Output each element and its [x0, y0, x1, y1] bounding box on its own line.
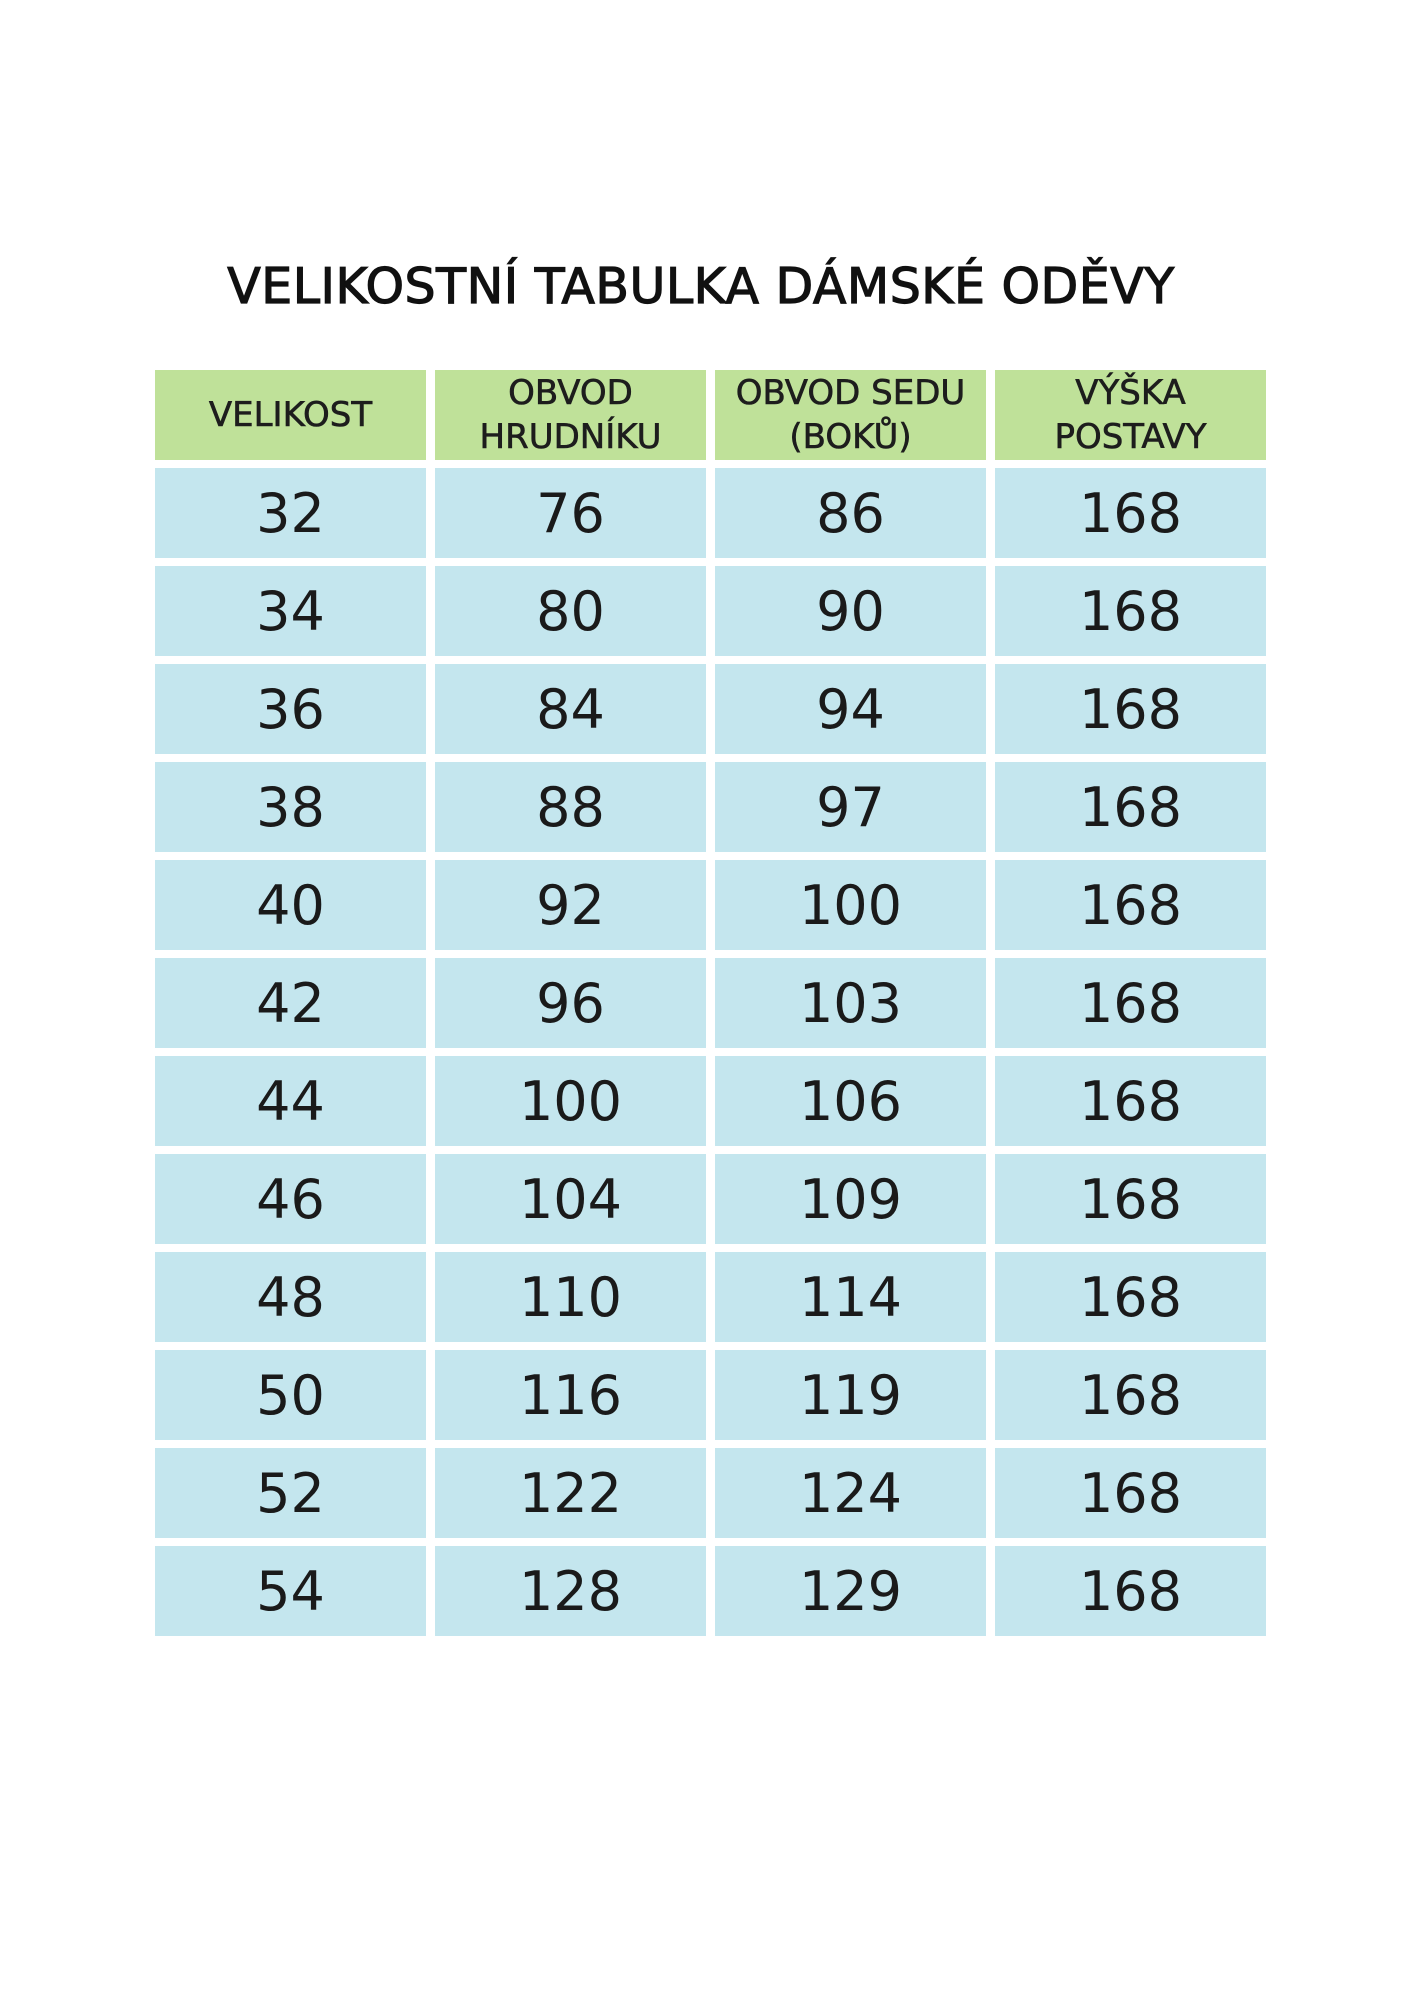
header-label: HRUDNÍKU: [479, 417, 662, 458]
table-cell: 54: [155, 1546, 426, 1636]
page-title: VELIKOSTNÍ TABULKA DÁMSKÉ ODĚVY: [227, 257, 1175, 315]
table-cell: 168: [995, 1546, 1266, 1636]
table-cell: 129: [715, 1546, 986, 1636]
table-cell: 114: [715, 1252, 986, 1342]
table-row: 44 100 106 168: [155, 1056, 1266, 1146]
table-cell: 76: [435, 468, 706, 558]
table-cell: 168: [995, 468, 1266, 558]
table-cell: 168: [995, 566, 1266, 656]
table-cell: 32: [155, 468, 426, 558]
table-cell: 40: [155, 860, 426, 950]
table-body: 32 76 86 168 34 80 90 168 36 84 94 168 38 88 97 168 40 92…: [155, 468, 1266, 1636]
table-cell: 106: [715, 1056, 986, 1146]
table-cell: 84: [435, 664, 706, 754]
table-cell: 90: [715, 566, 986, 656]
table-row: 40 92 100 168: [155, 860, 1266, 950]
table-cell: 38: [155, 762, 426, 852]
table-cell: 168: [995, 1448, 1266, 1538]
header-vyska-postavy: VÝŠKA POSTAVY: [995, 370, 1266, 460]
table-cell: 168: [995, 860, 1266, 950]
table-cell: 46: [155, 1154, 426, 1244]
table-cell: 103: [715, 958, 986, 1048]
table-cell: 97: [715, 762, 986, 852]
table-row: 52 122 124 168: [155, 1448, 1266, 1538]
table-cell: 96: [435, 958, 706, 1048]
table-cell: 104: [435, 1154, 706, 1244]
header-obvod-sedu: OBVOD SEDU (BOKŮ): [715, 370, 986, 460]
table-row: 36 84 94 168: [155, 664, 1266, 754]
header-obvod-hrudniku: OBVOD HRUDNÍKU: [435, 370, 706, 460]
table-cell: 168: [995, 1056, 1266, 1146]
header-label: VELIKOST: [208, 395, 373, 436]
table-cell: 119: [715, 1350, 986, 1440]
table-cell: 122: [435, 1448, 706, 1538]
header-label: POSTAVY: [1054, 417, 1207, 458]
header-label: OBVOD: [508, 373, 633, 414]
table-cell: 124: [715, 1448, 986, 1538]
table-cell: 48: [155, 1252, 426, 1342]
table-cell: 168: [995, 1350, 1266, 1440]
table-row: 54 128 129 168: [155, 1546, 1266, 1636]
table-row: 42 96 103 168: [155, 958, 1266, 1048]
table-cell: 92: [435, 860, 706, 950]
table-cell: 44: [155, 1056, 426, 1146]
table-cell: 50: [155, 1350, 426, 1440]
table-cell: 100: [715, 860, 986, 950]
header-label: OBVOD SEDU: [735, 373, 966, 414]
table-cell: 168: [995, 958, 1266, 1048]
table-cell: 100: [435, 1056, 706, 1146]
header-velikost: VELIKOST: [155, 370, 426, 460]
table-row: 34 80 90 168: [155, 566, 1266, 656]
table-cell: 36: [155, 664, 426, 754]
table-cell: 116: [435, 1350, 706, 1440]
header-label: (BOKŮ): [789, 417, 912, 458]
table-cell: 52: [155, 1448, 426, 1538]
table-cell: 34: [155, 566, 426, 656]
size-table: VELIKOST OBVOD HRUDNÍKU OBVOD SEDU (BOKŮ…: [155, 370, 1266, 1644]
table-row: 48 110 114 168: [155, 1252, 1266, 1342]
table-cell: 86: [715, 468, 986, 558]
table-header-row: VELIKOST OBVOD HRUDNÍKU OBVOD SEDU (BOKŮ…: [155, 370, 1266, 460]
table-cell: 168: [995, 1154, 1266, 1244]
table-cell: 168: [995, 762, 1266, 852]
table-cell: 110: [435, 1252, 706, 1342]
table-cell: 88: [435, 762, 706, 852]
table-cell: 128: [435, 1546, 706, 1636]
header-label: VÝŠKA: [1075, 373, 1186, 414]
table-row: 46 104 109 168: [155, 1154, 1266, 1244]
table-cell: 80: [435, 566, 706, 656]
table-cell: 94: [715, 664, 986, 754]
table-cell: 168: [995, 664, 1266, 754]
table-row: 38 88 97 168: [155, 762, 1266, 852]
table-row: 50 116 119 168: [155, 1350, 1266, 1440]
table-cell: 168: [995, 1252, 1266, 1342]
table-row: 32 76 86 168: [155, 468, 1266, 558]
table-cell: 109: [715, 1154, 986, 1244]
table-cell: 42: [155, 958, 426, 1048]
